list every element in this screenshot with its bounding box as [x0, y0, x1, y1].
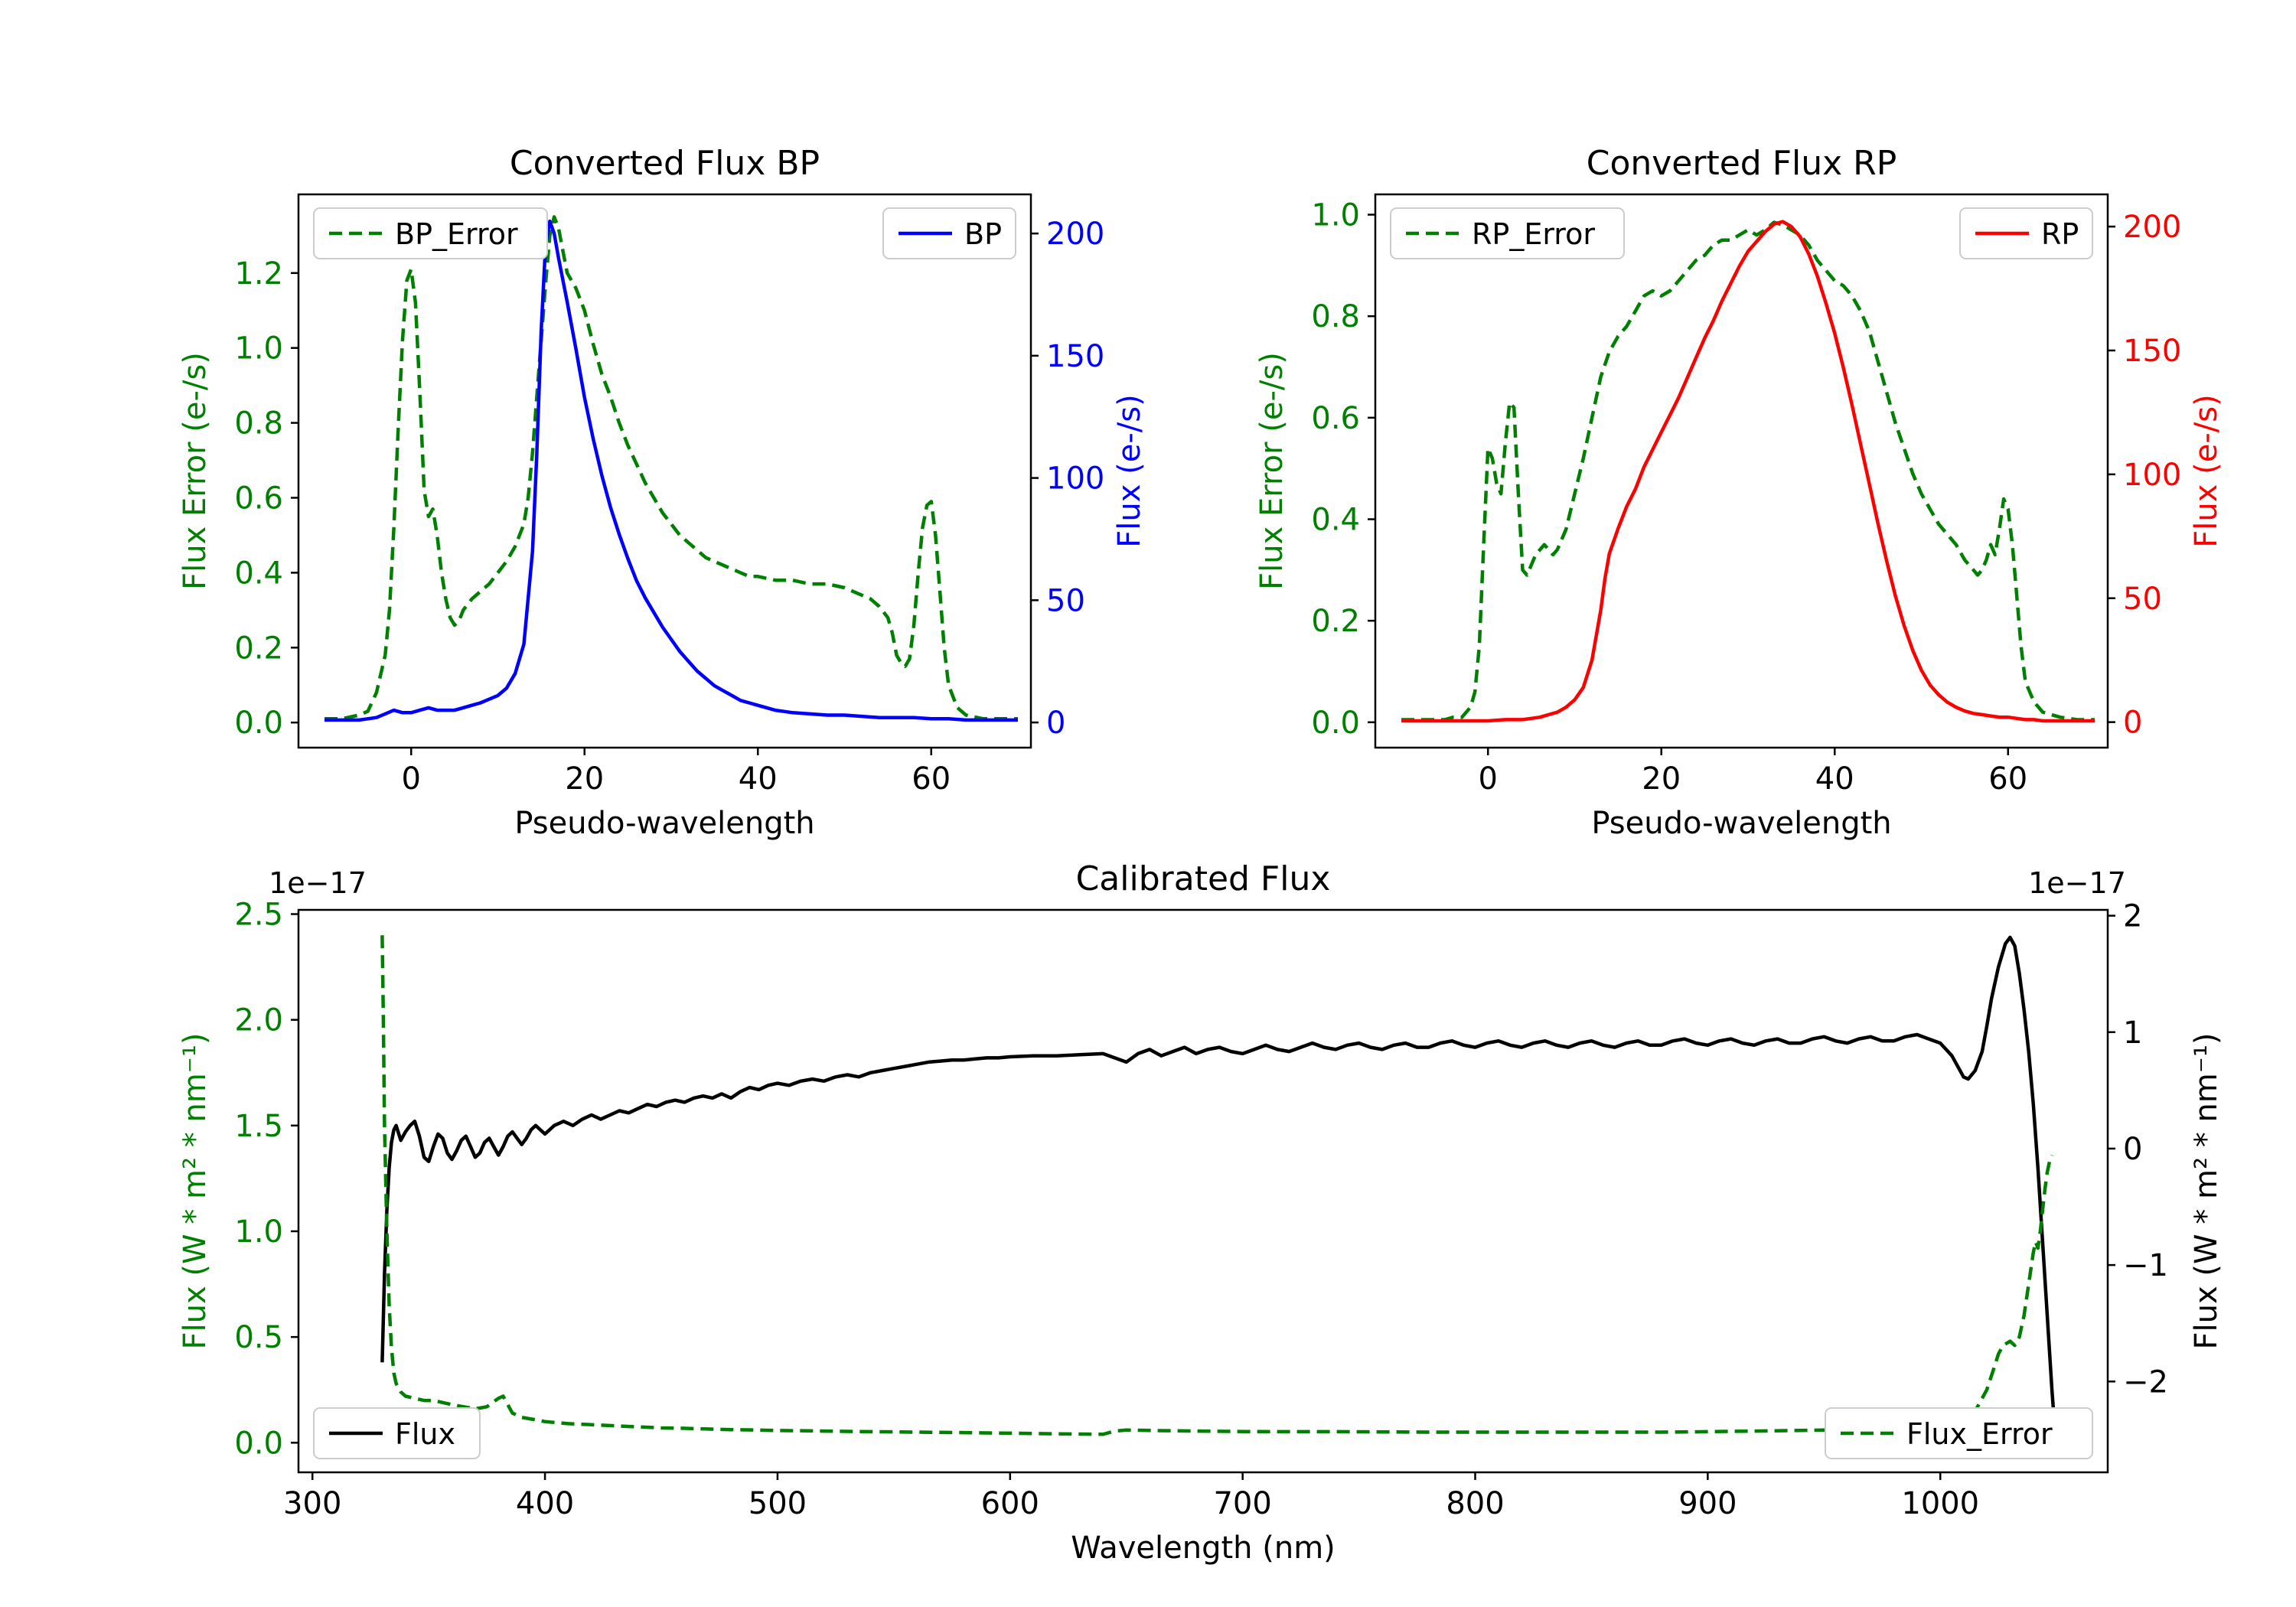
legend-label: BP_Error	[395, 217, 518, 251]
y-tick-label-right: 0	[2123, 706, 2142, 741]
y-tick-label-left: 0.2	[1311, 604, 1360, 639]
legend-box	[1825, 1407, 2093, 1459]
legend-BP_Error: BP_Error	[313, 207, 548, 259]
x-tick-label: 20	[1642, 761, 1681, 797]
x-axis-label: Pseudo-wavelength	[1591, 806, 1891, 841]
axes-frame	[297, 193, 1032, 749]
y-tick-label-left: 0.4	[1311, 503, 1360, 538]
y-axis-label-left: Flux Error (e-/s)	[1254, 352, 1290, 590]
y-tick-label-left: 0.8	[1311, 299, 1360, 334]
legend-label: Flux_Error	[1906, 1417, 2053, 1451]
subplot-rp: 0 20 40 60 0.0 0.2 0.4 0.6 0.8 1.0 0 50 100 150 200 Con…	[1254, 144, 2224, 841]
legend-box	[313, 1407, 481, 1459]
x-tick-label: 20	[565, 761, 604, 797]
y-tick-label-left: 2.0	[234, 1003, 283, 1038]
legend-box	[1390, 207, 1625, 259]
x-axis-label: Wavelength (nm)	[1071, 1530, 1336, 1566]
x-tick-label: 0	[402, 761, 421, 797]
subplot-bp: 0 20 40 60 0.0 0.2 0.4 0.6 0.8 1.0 1.2 0 50 100 150 200…	[178, 144, 1147, 841]
legend-label: RP	[2041, 217, 2079, 251]
y-tick-label-left: 1.2	[234, 256, 283, 292]
y-tick-label-left: 1.5	[234, 1109, 283, 1144]
y-tick-label-right: 150	[2123, 334, 2181, 369]
y-tick-label-left: 0.2	[234, 631, 283, 666]
legend-BP: BP	[882, 207, 1016, 259]
y-tick-label-left: 1.0	[234, 1214, 283, 1250]
y-tick-label-right: 0	[2123, 1132, 2142, 1167]
chart-title: Converted Flux RP	[1587, 144, 1897, 183]
x-tick-label: 0	[1479, 761, 1498, 797]
x-tick-label: 500	[748, 1486, 807, 1521]
y-tick-label-right: 2	[2123, 899, 2142, 934]
x-tick-label: 400	[516, 1486, 574, 1521]
series-line-BP_Error	[325, 215, 1018, 721]
y-tick-label-left: 0.6	[1311, 401, 1360, 436]
axes-frame	[1374, 193, 2109, 749]
x-tick-label: 60	[1988, 761, 2027, 797]
x-tick-label: 40	[739, 761, 778, 797]
y-tick-label-right: 200	[2123, 210, 2181, 245]
axes-frame	[297, 908, 2109, 1474]
y-tick-label-left: 0.0	[234, 1426, 283, 1461]
y-tick-label-left: 1.0	[1311, 198, 1360, 233]
y-axis-label-right: Flux (e-/s)	[2189, 394, 2224, 547]
y-axis-label-right: Flux (W * m² * nm⁻¹)	[2189, 1033, 2224, 1350]
y-tick-label-left: 0.6	[234, 481, 283, 516]
offset-text-left: 1e−17	[269, 866, 367, 900]
y-tick-label-left: 2.5	[234, 898, 283, 933]
offset-text-right: 1e−17	[2028, 866, 2126, 900]
series-line-RP	[1401, 220, 2095, 723]
y-tick-label-right: −1	[2123, 1248, 2168, 1283]
y-tick-label-left: 0.8	[234, 406, 283, 442]
legend-Flux: Flux	[313, 1407, 481, 1459]
x-tick-label: 300	[283, 1486, 341, 1521]
y-tick-label-right: 150	[1046, 339, 1104, 374]
y-tick-label-left: 1.0	[234, 331, 283, 367]
y-tick-label-right: 100	[1046, 461, 1104, 497]
y-tick-label-left: 0.0	[234, 706, 283, 741]
series-line-Flux_Error	[380, 935, 2054, 1436]
x-tick-label: 60	[912, 761, 951, 797]
chart-title: Converted Flux BP	[510, 144, 820, 183]
y-tick-label-right: −2	[2123, 1364, 2168, 1400]
legend-label: RP_Error	[1472, 217, 1595, 251]
x-tick-label: 600	[981, 1486, 1039, 1521]
chart-title: Calibrated Flux	[1076, 859, 1331, 898]
legend-box	[313, 207, 548, 259]
y-tick-label-right: 100	[2123, 458, 2181, 493]
y-tick-label-left: 0.5	[234, 1320, 283, 1355]
y-tick-label-right: 0	[1046, 706, 1065, 741]
series-line-RP_Error	[1401, 220, 2095, 722]
y-axis-label-right: Flux (e-/s)	[1112, 394, 1147, 547]
y-tick-label-right: 200	[1046, 217, 1104, 252]
legend-label: BP	[964, 217, 1002, 251]
x-tick-label: 1000	[1901, 1486, 1979, 1521]
y-axis-label-left: Flux (W * m² * nm⁻¹)	[178, 1033, 213, 1350]
subplot-calibrated: 300 400 500 600 700 800 900 1000 0.0 0.5 1.0 1.5 2.0…	[178, 859, 2224, 1566]
legend-RP: RP	[1959, 207, 2093, 259]
y-axis-label-left: Flux Error (e-/s)	[178, 352, 213, 590]
legend-Flux_Error: Flux_Error	[1825, 1407, 2093, 1459]
series-line-Flux	[380, 935, 2059, 1454]
y-tick-label-right: 50	[1046, 583, 1085, 618]
series-line-BP	[325, 219, 1018, 722]
y-tick-label-right: 1	[2123, 1015, 2142, 1051]
x-axis-label: Pseudo-wavelength	[514, 806, 814, 841]
x-tick-label: 800	[1446, 1486, 1504, 1521]
legend-RP_Error: RP_Error	[1390, 207, 1625, 259]
x-tick-label: 900	[1678, 1486, 1737, 1521]
legend-label: Flux	[395, 1417, 455, 1451]
y-tick-label-left: 0.4	[234, 556, 283, 591]
x-tick-label: 700	[1213, 1486, 1271, 1521]
y-tick-label-right: 50	[2123, 582, 2162, 617]
y-tick-label-left: 0.0	[1311, 706, 1360, 741]
x-tick-label: 40	[1815, 761, 1854, 797]
